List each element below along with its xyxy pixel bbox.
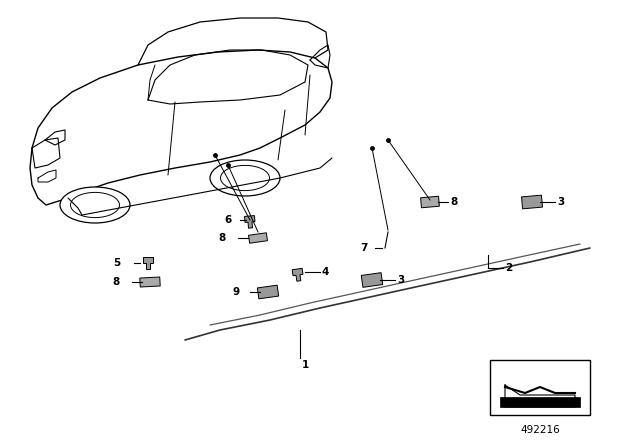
Bar: [361, 273, 383, 287]
Polygon shape: [244, 215, 255, 228]
Ellipse shape: [210, 160, 280, 196]
Text: 6: 6: [225, 215, 232, 225]
Text: 8: 8: [450, 197, 457, 207]
Text: 2: 2: [505, 263, 512, 273]
Bar: [490, 360, 590, 415]
Text: 3: 3: [557, 197, 564, 207]
Text: 7: 7: [360, 243, 368, 253]
Text: 8: 8: [113, 277, 120, 287]
Bar: [140, 277, 160, 287]
Polygon shape: [30, 50, 332, 205]
Bar: [500, 397, 580, 407]
Bar: [257, 285, 278, 299]
Text: 1: 1: [302, 360, 309, 370]
Polygon shape: [143, 257, 153, 269]
Text: 4: 4: [322, 267, 330, 277]
Bar: [522, 195, 543, 209]
Bar: [248, 233, 268, 243]
Polygon shape: [292, 268, 303, 281]
Text: 8: 8: [219, 233, 226, 243]
Ellipse shape: [60, 187, 130, 223]
Ellipse shape: [221, 165, 269, 190]
Ellipse shape: [70, 192, 120, 218]
Text: 492216: 492216: [520, 425, 560, 435]
Text: 5: 5: [113, 258, 120, 268]
Bar: [420, 196, 440, 208]
Text: 9: 9: [233, 287, 240, 297]
Text: 3: 3: [397, 275, 404, 285]
